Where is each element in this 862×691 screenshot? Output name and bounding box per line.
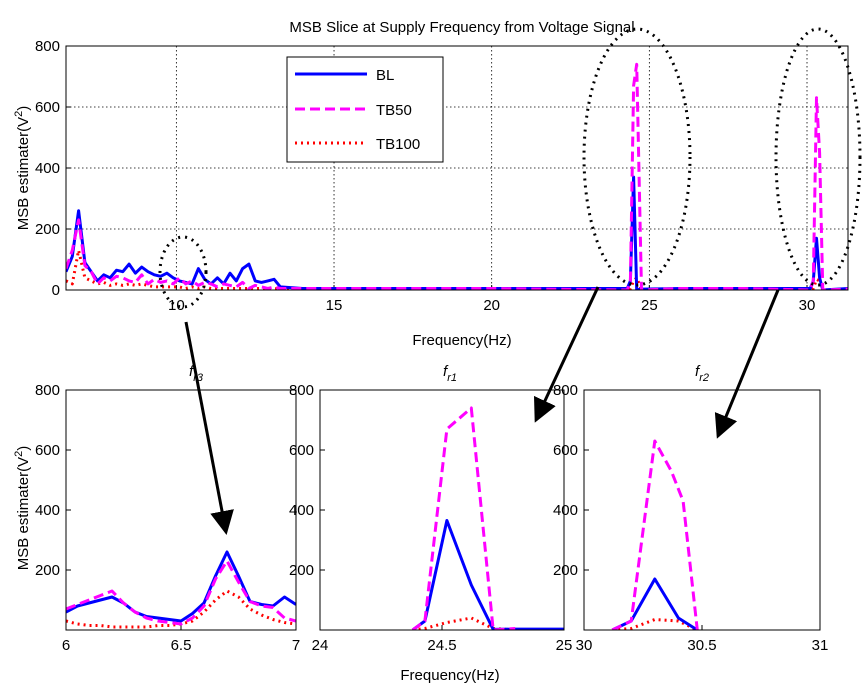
main-x-axis-label: Frequency(Hz) [412,332,511,349]
main-y-tick-label: 200 [35,221,60,238]
fr1-panel-title: fr1 [443,363,457,384]
fr1-y-tick-label: 200 [289,562,314,579]
main-x-tick-label: 25 [641,297,658,314]
fr3-panel-title: fr3 [189,363,204,384]
fr2-plot-area [583,389,821,631]
fr3-x-tick-label: 6 [62,637,70,654]
fr1-y-tick-label: 800 [289,382,314,399]
fr2-highlight-ellipse [774,27,862,287]
fr2-series-tb50 [611,439,699,630]
fr2-y-tick-label: 600 [553,442,578,459]
main-x-tick-label: 30 [799,297,816,314]
fr3-series-group [66,550,296,629]
fr1-panel: 24 24.5 25 200 400 600 800 [289,382,572,654]
fr2-y-tick-label: 800 [553,382,578,399]
fr2-y-tick-label: 200 [553,562,578,579]
fr3-y-tick-label: 200 [35,562,60,579]
main-y-tick-label: 800 [35,38,60,55]
fr2-series-bl [611,577,699,630]
main-y-tick-label: 400 [35,160,60,177]
fr3-highlight-ellipse [158,235,208,309]
fr3-x-tick-label: 7 [292,637,300,654]
fr3-panel: 6 6.5 7 200 400 600 800 [35,382,300,654]
fr2-series-group [611,439,699,630]
fr2-series-tb100 [612,618,698,630]
main-plot-border [65,45,849,291]
fr3-y-tick-label: 400 [35,502,60,519]
fr2-panel-title: fr2 [695,363,709,384]
legend: BL TB50 TB100 [286,56,444,163]
fr1-highlight-ellipse [582,27,692,287]
main-x-tick-label: 10 [168,297,185,314]
main-plot-area [65,45,849,291]
fr2-x-tick-label: 30 [576,637,593,654]
legend-label-tb100: TB100 [376,136,420,153]
main-chart-title: MSB Slice at Supply Frequency from Volta… [289,19,634,36]
main-x-tick-label: 15 [326,297,343,314]
fr2-x-tick-label: 30.5 [687,637,716,654]
fr3-y-tick-label: 600 [35,442,60,459]
fr1-x-tick-label: 24 [312,637,329,654]
main-y-tick-label: 0 [52,282,60,299]
fr1-y-tick-label: 400 [289,502,314,519]
fr1-plot-area [319,389,565,631]
fr2-panel: 30 30.5 31 200 400 600 800 [553,382,828,654]
fr2-plot-border [583,389,821,631]
fr2-x-tick-label: 31 [812,637,829,654]
fr1-x-tick-label: 25 [556,637,573,654]
main-series-tb50 [66,62,848,290]
annotations [158,27,862,535]
fr2-y-tick-label: 400 [553,502,578,519]
fr3-plot-border [65,389,297,631]
fr1-y-tick-label: 600 [289,442,314,459]
main-y-tick-label: 600 [35,99,60,116]
legend-label-tb50: TB50 [376,102,412,119]
fr3-series-tb50 [66,559,296,626]
main-y-axis-label: MSB estimater(V2) [13,106,32,230]
fr3-y-axis-label: MSB estimater(V2) [13,446,32,570]
main-series-group [66,62,848,290]
fr2-zoom-arrow [714,289,780,439]
main-x-tick-label: 20 [483,297,500,314]
fr3-zoom-arrow [184,321,234,535]
fr1-x-tick-label: 24.5 [427,637,456,654]
main-chart: 10 15 20 25 30 0 200 400 600 800 [35,38,849,314]
fr3-y-tick-label: 800 [35,382,60,399]
fr3-x-tick-label: 6.5 [171,637,192,654]
fr1-plot-border [319,389,565,631]
fr1-zoom-arrow [533,286,600,423]
legend-label-bl: BL [376,67,394,84]
fr1-x-axis-label: Frequency(Hz) [400,667,499,684]
fr1-series-bl [411,519,564,630]
